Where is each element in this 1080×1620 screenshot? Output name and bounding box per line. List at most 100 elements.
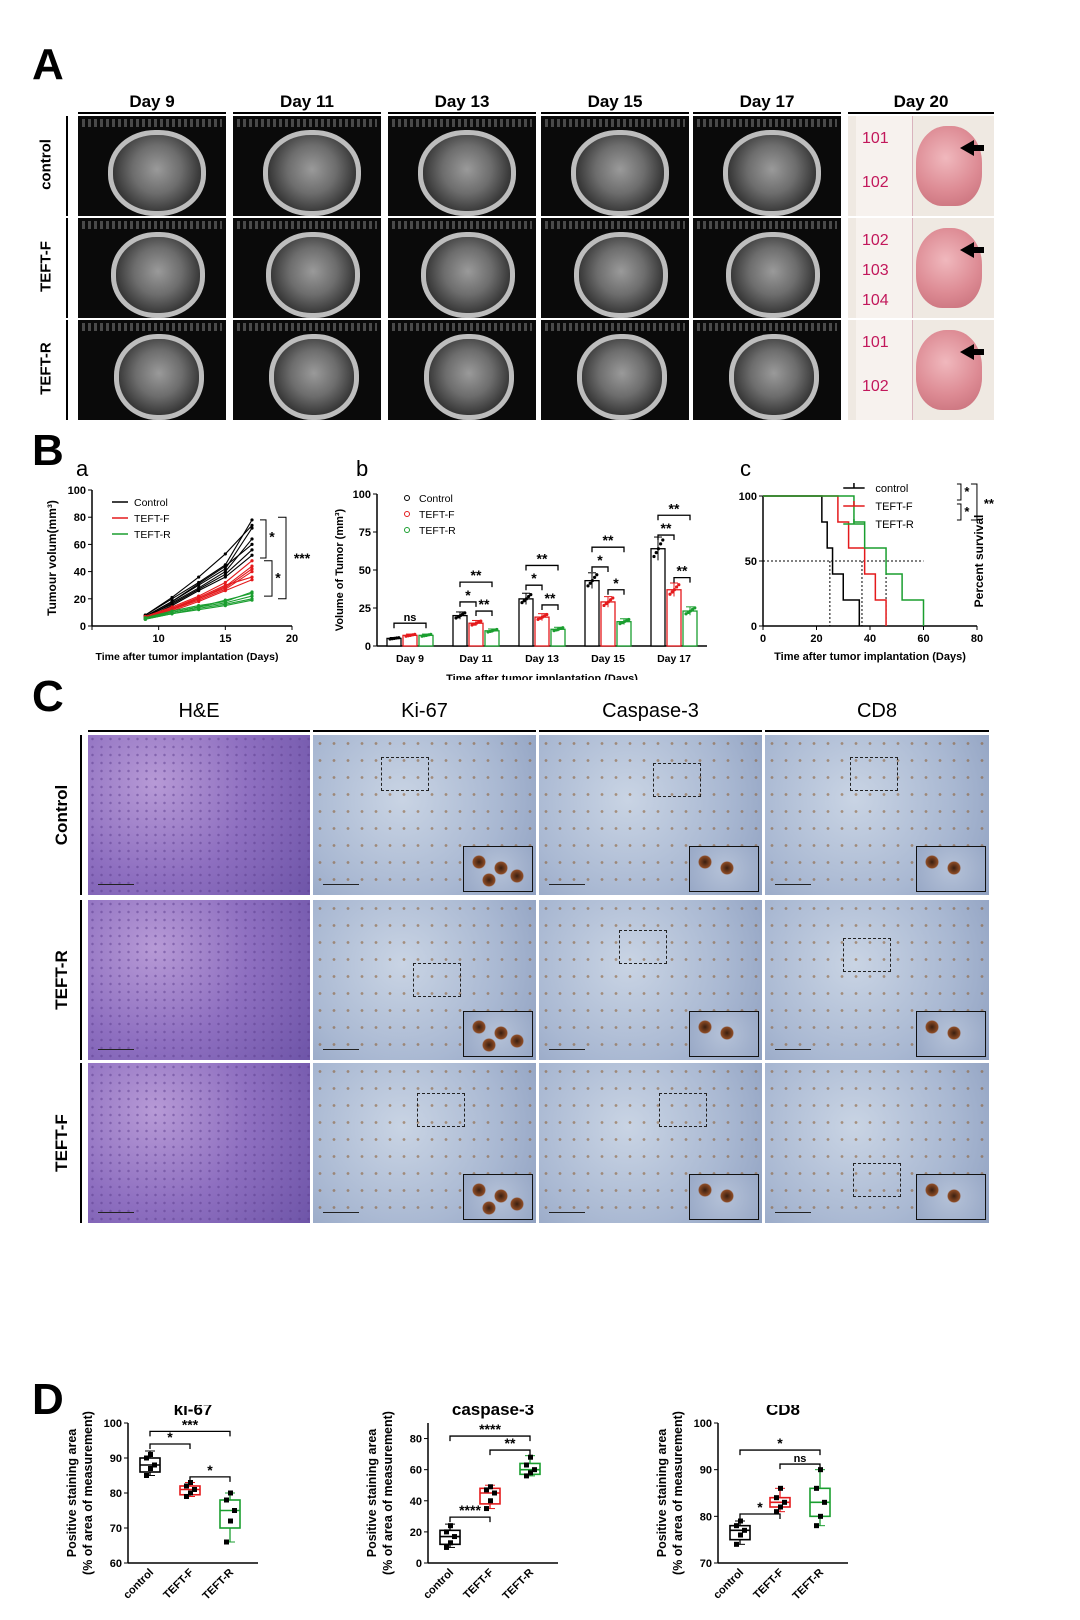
chart-bb: 0 25 50 75 100 Volume of Tumor (mm³) Time afte… <box>334 489 707 680</box>
significance-label: * <box>613 575 619 591</box>
significance-bracket <box>189 1476 231 1482</box>
significance-bracket <box>956 503 962 521</box>
scale-bar <box>549 1211 585 1213</box>
data-point <box>197 575 201 579</box>
cell-texture <box>88 735 310 895</box>
data-point <box>774 1495 779 1501</box>
ruler-mark: 102 <box>862 378 889 395</box>
arrow-icon <box>960 140 984 156</box>
stained-cell <box>925 855 939 869</box>
data-point <box>188 1490 193 1496</box>
data-point <box>250 559 254 563</box>
stained-cell <box>482 873 496 887</box>
data-point <box>693 606 697 610</box>
legend-swatch <box>404 495 410 501</box>
significance-bracket <box>541 604 559 610</box>
column-underline <box>539 730 762 732</box>
x-tick-label: 20 <box>286 633 298 645</box>
stained-cell <box>925 1020 939 1034</box>
stained-cell <box>494 861 508 875</box>
mri-scan <box>388 218 536 318</box>
data-point <box>228 1518 233 1524</box>
survival-curve <box>763 495 861 626</box>
column-header: Day 11 <box>280 92 334 111</box>
mri-scan <box>541 218 689 318</box>
legend-label: control <box>875 483 908 495</box>
brain-specimen <box>916 330 982 410</box>
skull-outline <box>726 232 820 318</box>
micrograph <box>313 1063 536 1223</box>
region-of-interest <box>417 1093 465 1127</box>
skull-outline <box>266 232 360 318</box>
brain-photo: 101 102 <box>848 116 994 216</box>
data-point <box>782 1499 787 1505</box>
legend-label: TEFT-R <box>419 525 456 537</box>
arrow-icon <box>960 242 984 258</box>
chart-d-ki67: 60 70 80 90 100 Positive staining area (% of a… <box>65 1405 258 1603</box>
data-point <box>586 584 590 588</box>
significance-label: *** <box>294 550 311 566</box>
data-point <box>250 591 254 595</box>
x-tick-label: control <box>121 1567 156 1602</box>
data-point <box>654 551 658 555</box>
significance-bracket <box>591 566 609 572</box>
data-point <box>545 612 549 617</box>
bar <box>468 622 484 647</box>
skull-outline <box>571 130 669 216</box>
mri-scan <box>78 116 226 216</box>
axis-title: Volume of Tumor (mm³) <box>334 508 346 631</box>
scale-bar <box>323 1211 359 1213</box>
y-tick-label: 40 <box>410 1496 422 1508</box>
row-bracket <box>66 116 68 216</box>
data-point <box>184 1483 189 1489</box>
micrograph <box>539 900 762 1060</box>
data-point <box>448 1523 453 1529</box>
significance-bracket <box>278 516 287 600</box>
data-point <box>250 567 254 571</box>
magnified-inset <box>916 1174 986 1220</box>
stained-cell <box>947 1189 961 1203</box>
significance-label: * <box>964 484 970 499</box>
subpanel-b: b <box>356 456 369 481</box>
data-point <box>223 583 227 587</box>
data-point <box>452 1534 457 1540</box>
y-tick-label: 0 <box>80 621 86 633</box>
magnified-inset <box>689 1011 759 1057</box>
y-tick-label: 50 <box>359 565 371 577</box>
significance-label: ** <box>505 1435 516 1451</box>
x-tick-label: TEFT-R <box>200 1567 236 1603</box>
mri-scan <box>541 116 689 216</box>
bar <box>666 589 682 647</box>
data-point <box>188 1480 193 1485</box>
x-tick-label: Day 17 <box>657 653 691 665</box>
data-point <box>250 594 254 598</box>
region-of-interest <box>381 757 429 791</box>
ruler-mark: 102 <box>862 232 889 249</box>
mri-scan <box>693 218 841 318</box>
significance-bracket <box>525 564 559 571</box>
x-tick-label: Day 11 <box>459 653 492 665</box>
data-point <box>223 586 227 590</box>
mri-scan <box>693 116 841 216</box>
data-point <box>528 1470 533 1476</box>
axis-title: Percent survival <box>972 515 986 608</box>
x-tick-label: TEFT-F <box>751 1566 786 1601</box>
significance-label: * <box>275 569 281 585</box>
column-underline <box>88 730 310 732</box>
panel-label-a: A <box>32 40 64 89</box>
stained-cell <box>698 855 712 869</box>
data-point <box>738 1518 743 1524</box>
scale-bar <box>549 883 585 885</box>
data-point <box>675 585 679 589</box>
column-header: Ki-67 <box>401 700 448 722</box>
stained-cell <box>482 1201 496 1215</box>
significance-bracket <box>739 1449 821 1456</box>
arrow-icon <box>960 344 984 360</box>
significance-bracket <box>449 1435 531 1442</box>
row-bracket <box>66 320 68 420</box>
y-tick-label: 80 <box>700 1511 712 1523</box>
significance-label: * <box>777 1435 783 1451</box>
data-point <box>604 602 608 606</box>
data-point <box>232 1508 237 1513</box>
significance-label: ** <box>545 590 556 606</box>
